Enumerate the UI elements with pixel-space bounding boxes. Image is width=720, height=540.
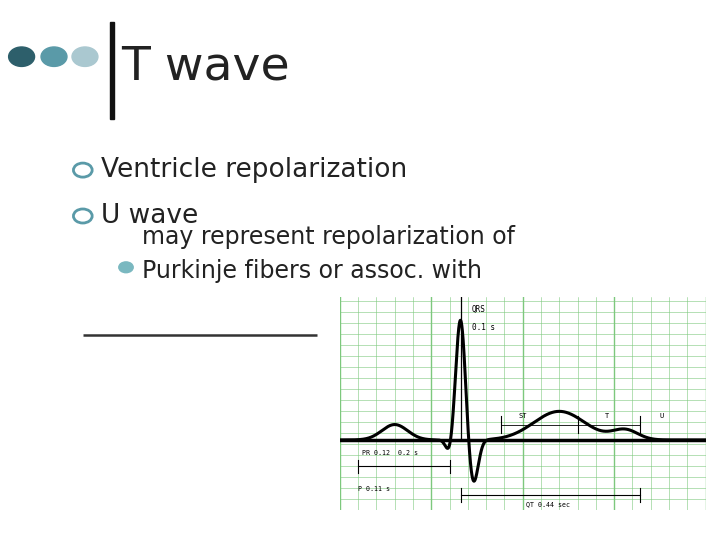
Circle shape bbox=[9, 47, 35, 66]
Text: U wave: U wave bbox=[101, 203, 198, 229]
Text: ST: ST bbox=[518, 413, 527, 419]
Text: QRS: QRS bbox=[472, 306, 485, 314]
Text: may represent repolarization of
Purkinje fibers or assoc. with: may represent repolarization of Purkinje… bbox=[142, 225, 515, 282]
Text: T: T bbox=[605, 413, 609, 419]
Circle shape bbox=[72, 47, 98, 66]
Bar bbox=[110, 22, 114, 119]
Text: U: U bbox=[660, 413, 664, 419]
Text: QT 0.44 sec: QT 0.44 sec bbox=[526, 501, 570, 507]
Text: T wave: T wave bbox=[121, 45, 289, 90]
Circle shape bbox=[119, 262, 133, 273]
Text: 0.1 s: 0.1 s bbox=[472, 323, 495, 332]
Text: Ventricle repolarization: Ventricle repolarization bbox=[101, 157, 407, 183]
Circle shape bbox=[41, 47, 67, 66]
Text: PR 0.12  0.2 s: PR 0.12 0.2 s bbox=[361, 450, 418, 456]
Text: P 0.11 s: P 0.11 s bbox=[358, 485, 390, 491]
